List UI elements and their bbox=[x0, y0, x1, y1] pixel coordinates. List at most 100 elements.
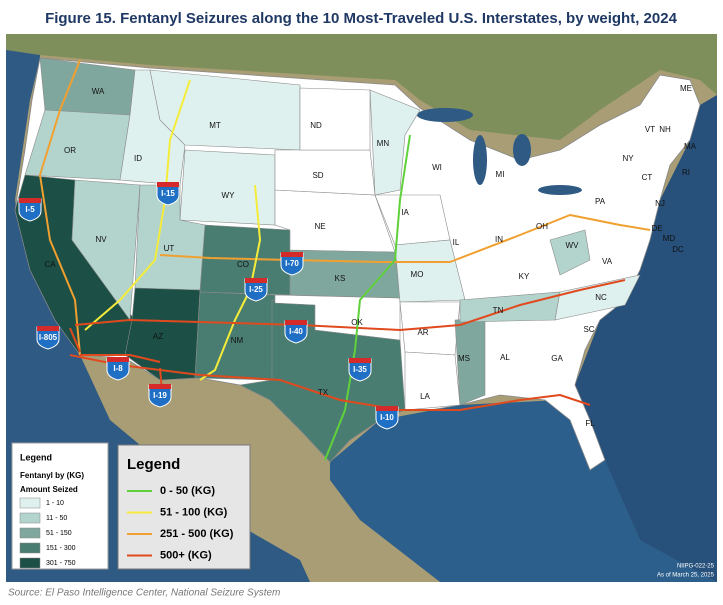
route bbox=[324, 134, 411, 461]
state-label: IA bbox=[401, 208, 409, 217]
legend-swatch bbox=[19, 542, 41, 554]
shield-label: I-8 bbox=[113, 364, 123, 373]
legend-items: 1 - 10 11 - 50 51 - 150 151 - 300 301 - 750 bbox=[19, 497, 76, 569]
legend-label: 11 - 50 bbox=[46, 515, 67, 522]
state-label: NC bbox=[595, 293, 607, 302]
shield: I-805 bbox=[36, 326, 60, 350]
shield-band bbox=[285, 320, 307, 325]
legend-label: 51 - 150 bbox=[46, 530, 72, 537]
state bbox=[299, 87, 371, 151]
state bbox=[549, 229, 591, 276]
legend-label: 0 - 50 (KG) bbox=[160, 485, 215, 497]
shield-band bbox=[19, 198, 41, 203]
state-label: KS bbox=[335, 274, 346, 283]
legend-swatch bbox=[19, 557, 41, 569]
state bbox=[369, 89, 421, 196]
title: Figure 15. Fentanyl Seizures along the 1… bbox=[45, 10, 678, 27]
legend-subtitle: Fentanyl by (KG) bbox=[20, 471, 84, 480]
route bbox=[84, 79, 191, 331]
legend-swatch bbox=[19, 497, 41, 509]
state-labels: WA OR CA NV ID MT WY UT AZ CO NM TX OK KS NE SD ND MN IA MO… bbox=[44, 84, 696, 428]
state bbox=[274, 149, 376, 196]
legend-title: Legend bbox=[127, 456, 180, 473]
state-label: AZ bbox=[153, 332, 163, 341]
state-label: AL bbox=[500, 353, 510, 362]
canada bbox=[6, 34, 717, 140]
legend-swatch bbox=[19, 512, 41, 524]
state-label: DC bbox=[672, 245, 684, 254]
state-label: WV bbox=[566, 241, 580, 250]
legend-label: 51 - 100 (KG) bbox=[160, 506, 228, 518]
state-label: TN bbox=[493, 306, 504, 315]
shield-band bbox=[149, 384, 171, 389]
state-label: VA bbox=[602, 257, 613, 266]
state-label: ID bbox=[134, 154, 142, 163]
legend-routes: Legend 0 - 50 (KG) 51 - 100 (KG) 251 - 500… bbox=[117, 444, 251, 570]
shield-band bbox=[37, 326, 59, 331]
state-label: VT bbox=[645, 125, 655, 134]
route bbox=[199, 184, 261, 381]
credit-id: NIIPG-022-25 bbox=[677, 564, 715, 570]
shield: I-19 bbox=[148, 384, 172, 408]
state-label: LA bbox=[420, 392, 430, 401]
shield-body bbox=[244, 278, 268, 302]
state-label: NH bbox=[659, 125, 671, 134]
legend-label: 500+ (KG) bbox=[160, 549, 212, 561]
shield: I-70 bbox=[280, 252, 304, 276]
legend-fill: Legend Fentanyl by (KG) Amount Seized 1 … bbox=[11, 442, 109, 570]
routes bbox=[39, 59, 651, 461]
shield-label: I-40 bbox=[289, 327, 303, 336]
state-label: MD bbox=[663, 234, 676, 243]
state-label: ME bbox=[680, 84, 692, 93]
state-label: MS bbox=[458, 354, 470, 363]
state-label: FL bbox=[585, 419, 595, 428]
state-label: NM bbox=[231, 336, 244, 345]
state-label: OK bbox=[351, 318, 363, 327]
state-label: GA bbox=[551, 354, 563, 363]
shield-label: I-35 bbox=[353, 365, 367, 374]
lake-superior bbox=[417, 108, 473, 122]
shield-label: I-70 bbox=[285, 259, 299, 268]
legend-items: 0 - 50 (KG) 51 - 100 (KG) 251 - 500 (KG) 50… bbox=[127, 485, 234, 561]
route bbox=[69, 354, 591, 411]
route bbox=[39, 59, 81, 356]
state-label: NV bbox=[95, 235, 107, 244]
legend-box bbox=[117, 444, 251, 570]
shield-label: I-19 bbox=[153, 391, 167, 400]
shield-body bbox=[156, 182, 180, 206]
shields: I-5 I-15 I-70 I-25 I-805 I-8 I-40 I-35 I-19 I-10 bbox=[18, 182, 399, 430]
state-label: OR bbox=[64, 146, 76, 155]
state-label: WI bbox=[432, 163, 442, 172]
shield-band bbox=[157, 182, 179, 187]
shield-body bbox=[284, 320, 308, 344]
state-label: MI bbox=[496, 170, 505, 179]
state-label: WY bbox=[222, 191, 236, 200]
shield-band bbox=[107, 357, 129, 362]
state-label: MN bbox=[377, 139, 390, 148]
legend-label: 251 - 500 (KG) bbox=[160, 528, 234, 540]
lake-michigan bbox=[473, 135, 487, 185]
state-label: NY bbox=[622, 154, 634, 163]
shield-body bbox=[375, 406, 399, 430]
legend-title: Legend bbox=[20, 452, 52, 462]
state-label: SC bbox=[583, 325, 594, 334]
state-label: KY bbox=[519, 272, 530, 281]
shield: I-40 bbox=[284, 320, 308, 344]
state bbox=[404, 351, 461, 411]
state-label: AR bbox=[417, 328, 428, 337]
legend-swatch bbox=[19, 527, 41, 539]
state-label: MT bbox=[209, 121, 221, 130]
shield-band bbox=[376, 406, 398, 411]
atlantic-ocean bbox=[575, 95, 717, 582]
shield-label: I-805 bbox=[39, 333, 58, 342]
shield-label: I-15 bbox=[161, 189, 175, 198]
state-label: IN bbox=[495, 235, 503, 244]
state-label: RI bbox=[682, 168, 690, 177]
state-label: DE bbox=[651, 224, 662, 233]
state-label: NJ bbox=[655, 199, 665, 208]
state bbox=[179, 149, 276, 226]
shield-label: I-5 bbox=[25, 205, 35, 214]
route bbox=[69, 327, 81, 353]
